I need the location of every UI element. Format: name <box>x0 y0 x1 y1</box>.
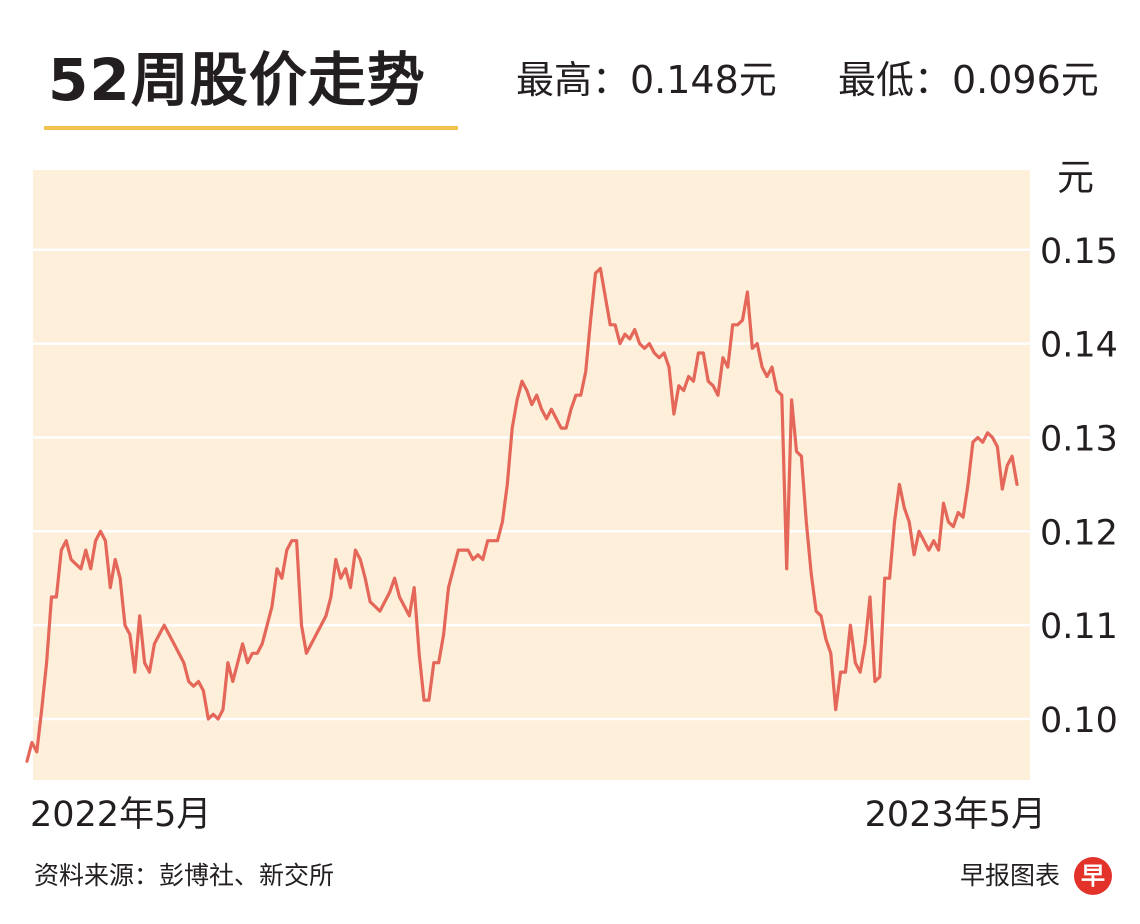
x-axis-end-label: 2023年5月 <box>865 795 1046 835</box>
y-tick-label: 0.12 <box>1040 513 1118 553</box>
y-tick-label: 0.10 <box>1040 701 1118 741</box>
y-tick-label: 0.13 <box>1040 419 1118 459</box>
high-price-stat: 最高：0.148元 <box>516 58 777 102</box>
chart-title: 52周股价走势 <box>48 46 426 114</box>
y-tick-label: 0.14 <box>1040 326 1118 366</box>
y-axis-unit-label: 元 <box>1057 156 1094 199</box>
brand-label: 早报图表 <box>959 861 1060 890</box>
price-line <box>25 266 1019 763</box>
gridlines <box>33 248 1030 721</box>
series-layer <box>25 266 1019 763</box>
low-price-stat: 最低：0.096元 <box>838 58 1099 102</box>
y-tick-label: 0.15 <box>1040 232 1118 272</box>
title-underline <box>44 126 458 130</box>
y-axis: 0.10 0.11 0.12 0.13 0.14 0.15 <box>1040 232 1118 741</box>
y-tick-label: 0.11 <box>1040 607 1118 647</box>
source-note: 资料来源：彭博社、新交所 <box>34 861 335 890</box>
x-axis-start-label: 2022年5月 <box>30 795 211 835</box>
zaobao-logo-icon: 早 <box>1074 857 1112 895</box>
plot-background <box>33 170 1030 780</box>
